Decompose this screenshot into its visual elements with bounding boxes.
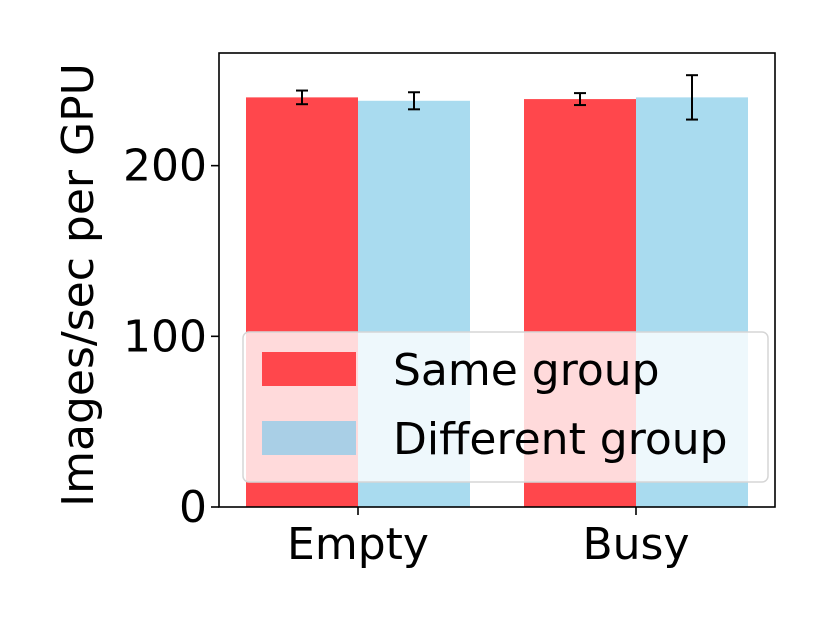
y-tick-label: 0 [179, 482, 207, 533]
error-bar-same-group-busy [574, 92, 586, 107]
error-bars-layer [296, 74, 698, 121]
x-tick-label: Empty [287, 519, 429, 570]
legend-box [242, 331, 769, 483]
y-axis: 0 100 200 [123, 141, 219, 533]
x-tick-label: Busy [582, 519, 689, 570]
legend-label-same-group: Same group [393, 345, 660, 396]
error-bar-different-group-busy [686, 74, 698, 121]
legend: Same group Different group [242, 331, 769, 483]
legend-swatch-same-group [262, 352, 356, 386]
legend-label-different-group: Different group [393, 414, 728, 465]
error-bar-same-group-empty [296, 89, 308, 106]
legend-swatch-different-group [262, 421, 356, 455]
y-tick-label: 100 [123, 311, 207, 362]
plot-area-frame [218, 52, 776, 508]
y-tick-label: 200 [123, 141, 207, 192]
error-bar-different-group-empty [408, 91, 420, 111]
x-axis: Empty Busy [287, 507, 690, 570]
y-axis-label: Images/sec per GPU [53, 63, 104, 507]
